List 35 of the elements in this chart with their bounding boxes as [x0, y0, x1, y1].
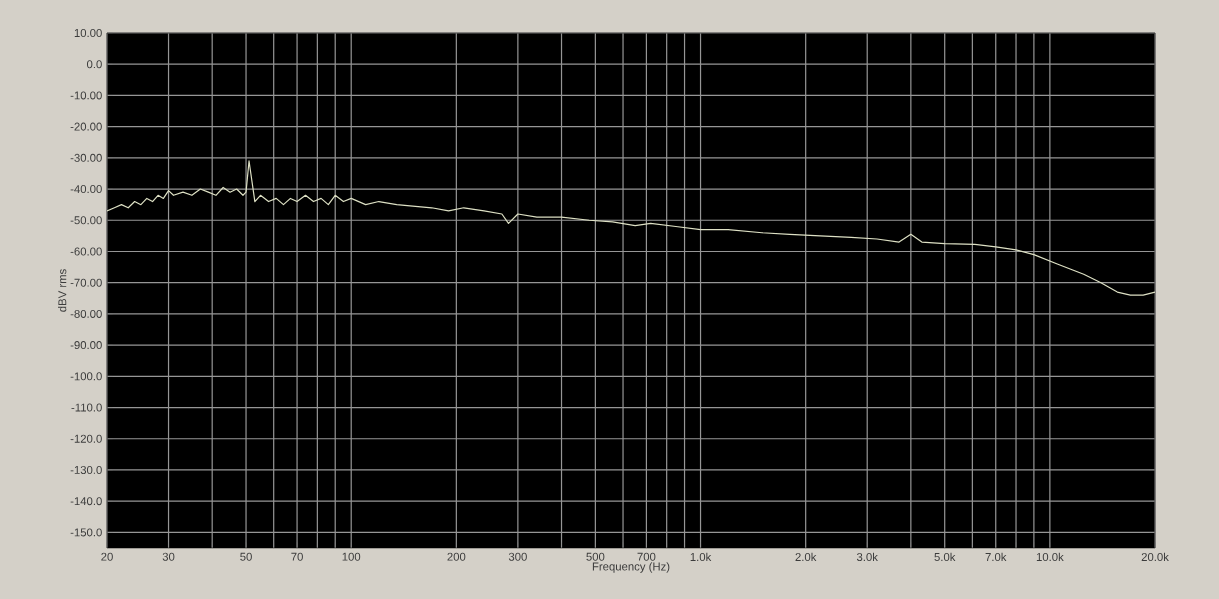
x-tick-label: 1.0k: [690, 552, 712, 562]
x-tick-label: 300: [508, 552, 527, 561]
x-tick-label: 70: [291, 552, 303, 561]
y-tick-label: -130.0: [70, 465, 102, 474]
y-tick-label: -70.00: [70, 278, 102, 287]
x-tick-label: 20.0k: [1141, 552, 1169, 562]
x-tick-label: 500: [586, 552, 605, 561]
x-tick-label: 700: [637, 552, 656, 561]
x-tick-label: 3.0k: [856, 552, 878, 562]
y-tick-label: -90.00: [70, 341, 102, 350]
y-tick-label: -20.00: [70, 122, 102, 131]
x-tick-label: 10.0k: [1036, 552, 1064, 562]
y-tick-label: 0.0: [86, 60, 102, 69]
x-tick-label: 7.0k: [985, 552, 1007, 562]
x-tick-label: 20: [101, 552, 113, 561]
x-tick-label: 2.0k: [795, 552, 817, 562]
y-tick-label: -10.00: [70, 91, 102, 100]
x-tick-label: 50: [240, 552, 252, 561]
x-tick-label: 100: [342, 552, 361, 561]
y-axis-title: dBV rms: [58, 269, 67, 312]
y-tick-label: -80.00: [70, 309, 102, 318]
y-tick-label: -60.00: [70, 247, 102, 256]
x-tick-label: 5.0k: [934, 552, 956, 562]
y-tick-label: -150.0: [70, 528, 102, 537]
y-tick-label: -100.0: [70, 372, 102, 381]
y-tick-label: -30.00: [70, 153, 102, 162]
x-tick-label: 30: [162, 552, 175, 561]
y-tick-label: -40.00: [70, 185, 102, 194]
y-tick-label: -140.0: [70, 497, 102, 506]
y-tick-label: 10.00: [74, 28, 102, 37]
x-axis-title: Frequency (Hz): [592, 562, 670, 573]
x-tick-label: 200: [447, 552, 466, 561]
y-tick-label: -120.0: [70, 434, 102, 443]
y-tick-label: -110.0: [71, 403, 102, 412]
y-tick-label: -50.00: [70, 216, 102, 225]
